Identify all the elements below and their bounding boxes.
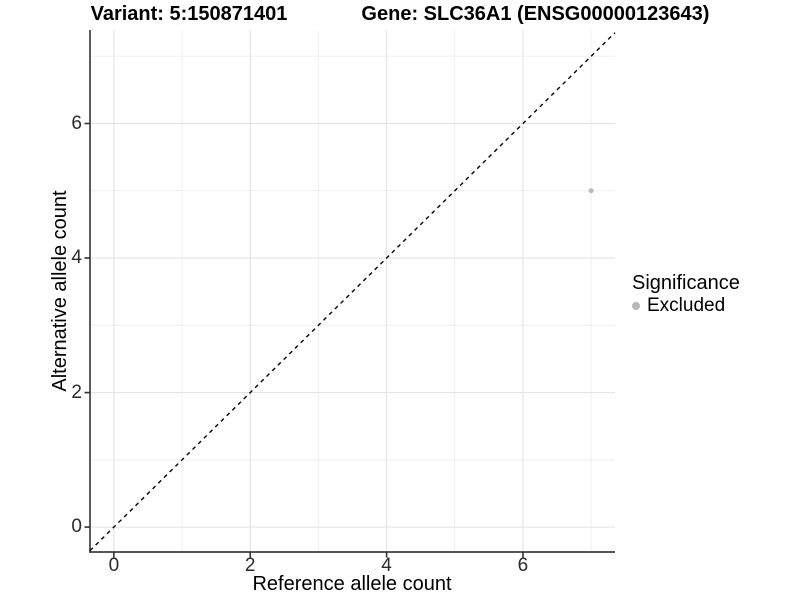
data-point [588,188,594,194]
axis-tick-marks [84,122,524,558]
plot-title: Variant: 5:150871401 Gene: SLC36A1 (ENSG… [0,2,800,26]
legend-items: Excluded [632,295,740,317]
y-tick-label: 4 [71,247,82,269]
x-tick-label: 2 [244,555,256,576]
data-points-layer [588,188,594,194]
identity-dashed-line [89,32,616,552]
x-tick-label: 4 [381,555,392,576]
major-gridlines [90,30,615,552]
y-tick-label: 0 [71,516,82,538]
x-tick-label: 6 [517,555,529,576]
y-tick-label: 2 [71,381,82,403]
plot-title-variant: Variant: 5:150871401 [90,3,288,25]
x-axis-title: Reference allele count [252,573,452,595]
x-tick-label: 0 [108,555,120,576]
identity-reference-line [89,32,616,552]
y-axis-title: Alternative allele count [49,190,71,392]
legend-title: Significance [632,272,740,294]
legend: Significance Excluded [632,272,740,317]
legend-item: Excluded [632,295,740,317]
legend-item-label: Excluded [647,295,726,316]
legend-key-point-icon [632,302,640,310]
minor-gridlines [90,30,615,552]
plot-title-gene: Gene: SLC36A1 (ENSG00000123643) [361,3,710,25]
y-tick-label: 6 [71,112,82,134]
axis-lines [89,30,615,553]
